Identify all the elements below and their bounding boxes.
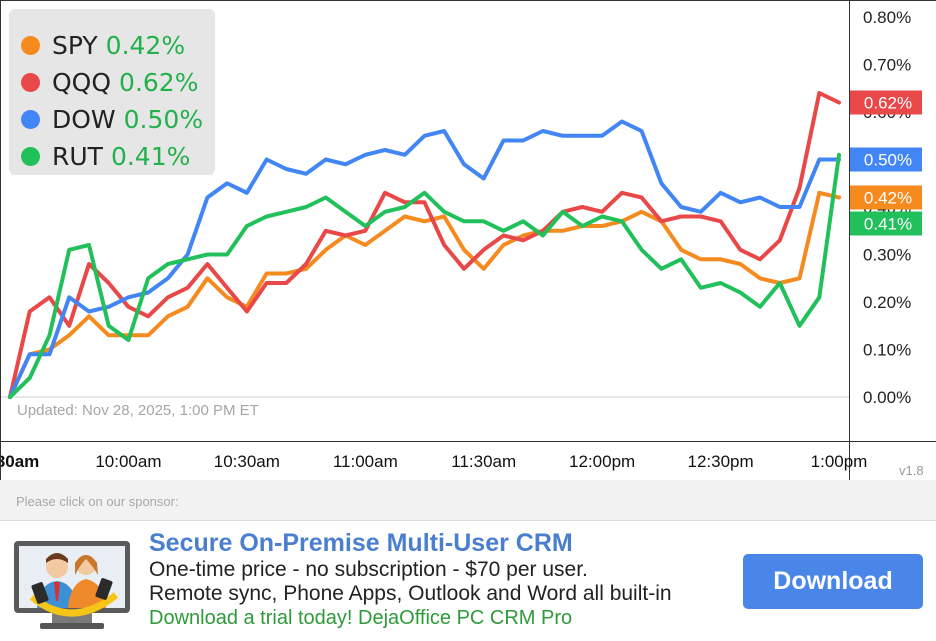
ad-line-cta: Download a trial today! DejaOffice PC CR… [149,607,573,629]
end-value-label: 0.50% [864,151,912,170]
updated-timestamp: Updated: Nov 28, 2025, 1:00 PM ET [17,402,259,419]
sponsor-prompt: Please click on our sponsor: [16,494,179,509]
end-value-badge [850,90,922,115]
series-line-rut [8,152,841,399]
legend-symbol: QQQ [52,67,112,97]
legend-symbol: DOW [52,104,116,134]
end-value-label: 0.42% [864,189,912,208]
x-tick-label: 12:30pm [687,452,753,471]
y-tick-label: 0.30% [863,246,911,265]
end-value-label: 0.62% [864,94,912,113]
series-line-qqq [8,91,841,399]
y-tick-label: 0.80% [863,8,911,27]
sponsor-ad[interactable]: Secure On-Premise Multi-User CRM One-tim… [0,520,936,641]
chart-svg: 0.00%0.10%0.20%0.30%0.40%0.50%0.60%0.70%… [1,1,936,481]
legend-dot [21,35,40,55]
x-tick-label: 11:30am [451,452,516,471]
legend-symbol: SPY [52,30,98,60]
series-line-spy [8,190,841,399]
legend-dot [21,72,40,92]
series-line-dow [8,119,841,399]
legend-change: 0.50% [123,104,204,134]
download-button[interactable]: Download [743,554,923,609]
chart-area: 0.00%0.10%0.20%0.30%0.40%0.50%0.60%0.70%… [0,0,936,481]
legend-item-rut: RUT 0.41% [21,141,190,171]
x-tick-label: 9:30am [1,452,39,471]
x-tick-label: 10:30am [214,452,280,471]
legend-dot [21,109,40,129]
end-value-badge [850,147,922,172]
end-value-label: 0.41% [864,215,912,234]
x-tick-label: 12:00pm [569,452,635,471]
y-tick-label: 0.70% [863,56,911,75]
x-tick-label: 1:00pm [811,452,868,471]
crm-illustration-icon [14,541,130,629]
legend-change: 0.41% [110,141,191,171]
legend-item-spy: SPY 0.42% [21,30,185,60]
legend-item-qqq: QQQ 0.62% [21,67,198,97]
end-value-badge [850,185,922,210]
y-tick-label: 0.10% [863,341,911,360]
legend-dot [21,146,40,166]
legend-item-dow: DOW 0.50% [21,104,203,134]
legend-symbol: RUT [52,141,103,171]
y-tick-label: 0.20% [863,293,911,312]
legend-change: 0.62% [119,67,199,97]
legend-change: 0.42% [105,30,186,60]
y-tick-label: 0.00% [863,388,911,407]
version-label: v1.8 [899,463,924,478]
x-tick-label: 11:00am [333,452,398,471]
ad-line-price: One-time price - no subscription - $70 p… [149,558,588,581]
x-tick-label: 10:00am [95,452,161,471]
sponsor-strip: Please click on our sponsor: [0,480,936,520]
legend: SPY 0.42% QQQ 0.62% DOW 0.50% RUT 0.41% [9,9,215,175]
ad-line-features: Remote sync, Phone Apps, Outlook and Wor… [149,582,672,605]
ad-title[interactable]: Secure On-Premise Multi-User CRM [149,529,573,557]
end-value-badge [850,211,922,236]
